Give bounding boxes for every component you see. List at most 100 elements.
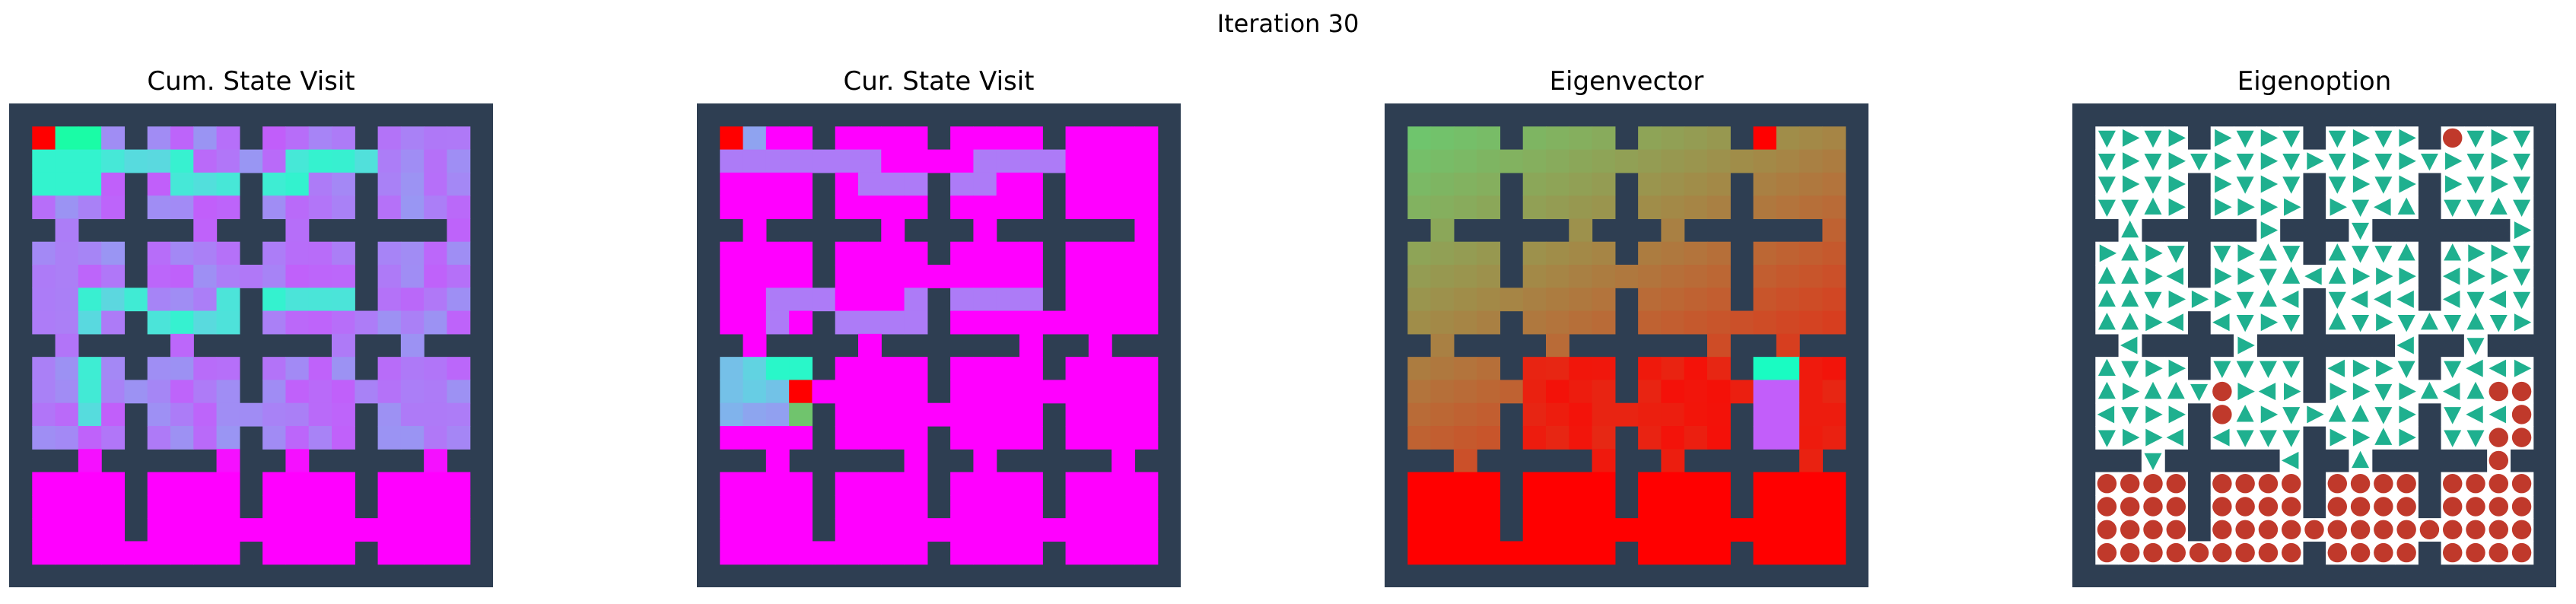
heatmap-cell	[1592, 402, 1616, 427]
heatmap-cell	[78, 541, 102, 565]
heatmap-cell	[996, 402, 1020, 427]
heatmap-cell	[1569, 472, 1593, 496]
heatmap-cell	[1019, 196, 1043, 220]
heatmap-cell	[78, 402, 102, 427]
heatmap-cell	[193, 472, 218, 496]
heatmap-cell	[78, 196, 102, 220]
option-arrow	[2145, 359, 2163, 377]
heatmap-cell	[400, 126, 425, 151]
heatmap-cell	[332, 494, 355, 519]
heatmap-cell	[147, 241, 171, 265]
heatmap-cell	[1088, 494, 1112, 519]
heatmap-cell	[765, 126, 790, 151]
heatmap-cell	[1522, 380, 1547, 404]
heatmap-cell	[1546, 149, 1569, 173]
option-arrow	[2282, 246, 2301, 263]
terminal-dot	[2258, 520, 2279, 540]
option-arrow	[2237, 336, 2255, 354]
heatmap-cell	[447, 265, 471, 288]
option-arrow	[2097, 154, 2116, 171]
heatmap-cell	[881, 310, 905, 335]
heatmap-cell	[147, 380, 171, 404]
heatmap-cell	[973, 241, 997, 265]
option-arrow	[2097, 199, 2116, 218]
terminal-dot	[2466, 497, 2485, 517]
heatmap-cell	[1569, 426, 1593, 450]
panel-title: Cur. State Visit	[843, 66, 1035, 97]
heatmap-cell	[881, 218, 905, 243]
heatmap-cell	[193, 426, 218, 450]
terminal-dot	[2396, 473, 2416, 494]
heatmap-cell	[332, 149, 355, 173]
heatmap-cum-state-visit	[9, 103, 493, 587]
heatmap-cell	[101, 310, 126, 335]
heatmap-cell	[78, 494, 102, 519]
terminal-dot	[2442, 497, 2463, 517]
heatmap-cell	[1522, 288, 1547, 312]
heatmap-cell	[424, 288, 448, 312]
panel-eigenvector: Eigenvector	[1375, 59, 1878, 587]
heatmap-cell	[765, 172, 790, 196]
heatmap-cell	[1453, 494, 1477, 519]
heatmap-cell	[1088, 172, 1112, 196]
heatmap-cell	[424, 265, 448, 288]
option-arrow	[2466, 130, 2485, 148]
heatmap-cell	[765, 402, 790, 427]
heatmap-cell	[789, 126, 813, 151]
heatmap-cell	[720, 172, 744, 196]
heatmap-cell	[332, 518, 355, 542]
option-arrow	[2397, 361, 2415, 379]
heatmap-cell	[285, 265, 310, 288]
terminal-dot	[2235, 497, 2255, 517]
option-arrow	[2120, 336, 2138, 354]
heatmap-cell	[1684, 494, 1708, 519]
heatmap-cell	[170, 196, 194, 220]
heatmap-cell	[996, 357, 1020, 381]
terminal-dot	[2511, 381, 2532, 402]
terminal-dot	[2281, 497, 2301, 517]
heatmap-cell	[812, 541, 836, 565]
heatmap-cell	[1430, 541, 1455, 565]
heatmap-cell	[1592, 449, 1616, 473]
option-arrow	[2352, 246, 2370, 263]
heatmap-cell	[447, 518, 471, 542]
option-arrow	[2260, 175, 2279, 193]
heatmap-cell	[881, 541, 905, 565]
heatmap-cell	[400, 241, 425, 265]
heatmap-cell	[1088, 426, 1112, 450]
heatmap-cell	[789, 310, 813, 335]
heatmap-cell	[32, 126, 56, 151]
heatmap-cell	[262, 310, 287, 335]
heatmap-cell	[858, 494, 882, 519]
heatmap-cell	[193, 126, 218, 151]
heatmap-cell	[1134, 541, 1159, 565]
option-arrow	[2097, 266, 2116, 284]
heatmap-cell	[1477, 126, 1501, 151]
option-arrow	[2328, 176, 2346, 194]
heatmap-cell	[32, 357, 56, 381]
heatmap-cell	[32, 288, 56, 312]
option-arrow	[2145, 244, 2163, 262]
heatmap-cell	[720, 265, 744, 288]
heatmap-cell	[1799, 494, 1824, 519]
heatmap-cell	[1546, 472, 1569, 496]
terminal-dot	[2396, 542, 2416, 563]
heatmap-cell	[55, 310, 79, 335]
heatmap-cell	[55, 149, 79, 173]
heatmap-cell	[1822, 541, 1846, 565]
heatmap-cell	[101, 172, 126, 196]
heatmap-cell	[332, 541, 355, 565]
heatmap-cell	[147, 149, 171, 173]
terminal-dot	[2166, 542, 2186, 563]
heatmap-cell	[789, 494, 813, 519]
terminal-dot	[2281, 473, 2301, 494]
heatmap-cell	[32, 172, 56, 196]
terminal-dot	[2235, 473, 2255, 494]
terminal-dot	[2166, 497, 2186, 517]
heatmap-cell	[1614, 265, 1639, 288]
terminal-dot	[2350, 473, 2371, 494]
heatmap-cell	[973, 310, 997, 335]
heatmap-cell	[55, 241, 79, 265]
heatmap-cell	[1592, 288, 1616, 312]
heatmap-cell	[424, 472, 448, 496]
